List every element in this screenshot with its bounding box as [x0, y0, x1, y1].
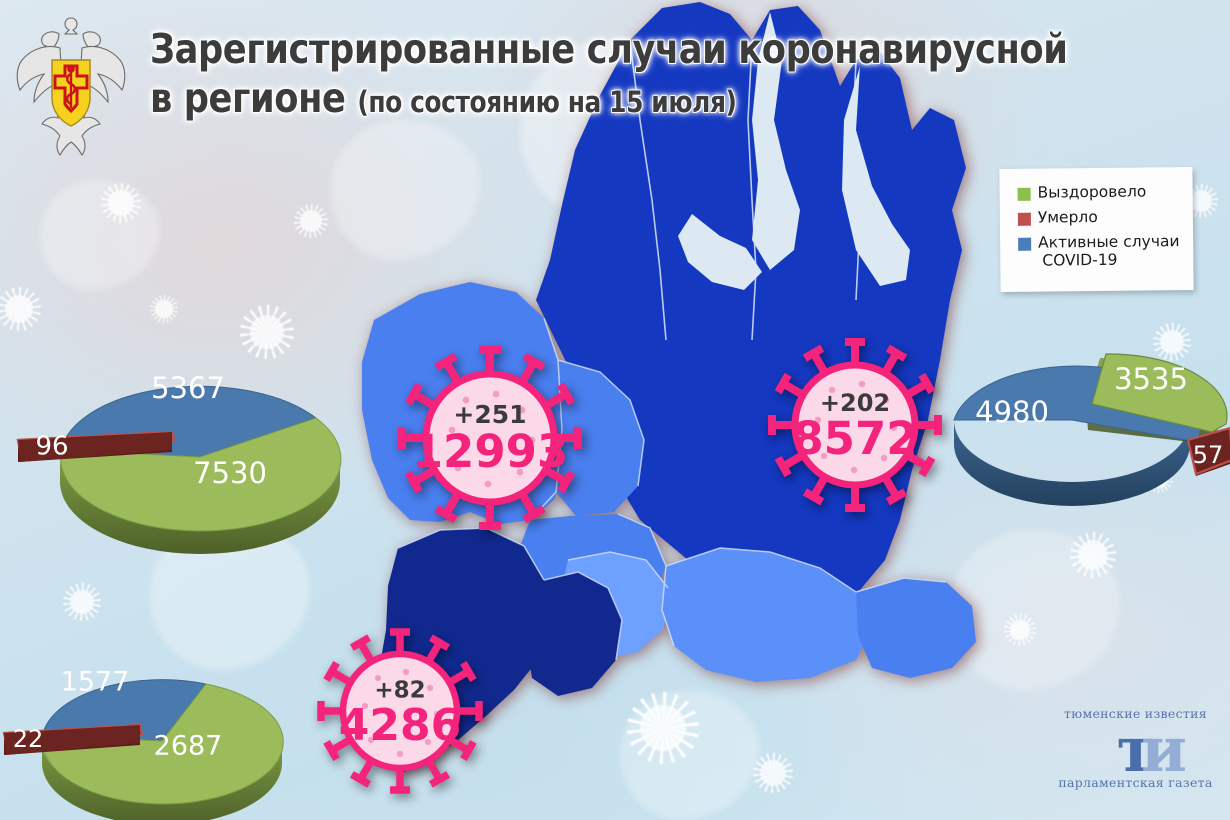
virus-dots	[814, 380, 898, 474]
pie-label-active: 1577	[61, 667, 130, 698]
pie-label-recovered: 7530	[193, 456, 267, 490]
watermark-monogram: т и	[1058, 721, 1213, 777]
pie-slice-side-active	[954, 420, 1190, 506]
emblem-serpent-icon	[66, 65, 76, 108]
map-region-west-light	[556, 360, 644, 516]
title-line-2: в регионе (по состоянию на 15 июля)	[150, 77, 1066, 120]
pie-right: 4980 3535 57	[940, 318, 1230, 518]
watermark-top-text: тюменские известия	[1064, 706, 1207, 721]
emblem-cross-icon	[53, 64, 89, 114]
pie-slice-side-recovered	[60, 457, 340, 554]
virus-dots	[361, 668, 441, 758]
page-title: Зарегистрированные случаи коронавирусной…	[150, 25, 1215, 121]
pie-label-active: 4980	[975, 395, 1049, 429]
svg-text:и: и	[1141, 721, 1187, 777]
pie-top-left: 5367 7530 96	[0, 340, 400, 554]
pie-slice-recovered	[42, 683, 284, 805]
background-virus-particle	[149, 294, 179, 324]
map-inlet	[752, 12, 800, 270]
virus-dots	[448, 390, 536, 488]
pie-label-died: 22	[13, 725, 44, 753]
pie-slice-died	[1186, 426, 1230, 476]
legend-box: Выздоровело Умерло Активные случаи COVID…	[999, 166, 1194, 293]
legend-swatch-active	[1018, 237, 1032, 251]
title-line-2-main: в регионе	[150, 74, 346, 123]
virus-badge-right: +202 8572	[762, 330, 948, 520]
pie-slice-died-body	[18, 432, 172, 462]
map-inlet	[842, 66, 910, 286]
svg-text:т: т	[1116, 721, 1154, 777]
legend-item-active: Активные случаи COVID-19	[1018, 232, 1193, 271]
pie-slice-died-group	[16, 430, 176, 462]
pie-label-recovered: 2687	[154, 731, 223, 762]
pie-slice-side-recovered	[42, 741, 282, 820]
virus-badge-delta: +251	[453, 400, 526, 429]
background-virus-particle	[1183, 183, 1219, 219]
legend-label-died: Умерло	[1037, 207, 1098, 227]
pie-slice-recovered	[60, 417, 342, 532]
virus-badge-total: 12993	[412, 425, 569, 478]
rospotrebnadzor-emblem	[12, 12, 130, 157]
legend-item-died: Умерло	[1017, 207, 1193, 228]
legend-label-recovered: Выздоровело	[1037, 182, 1147, 202]
virus-badge-bottom: +82 4286	[312, 618, 488, 804]
background-virus-blob	[330, 120, 480, 260]
map-inlet	[678, 214, 762, 290]
watermark-bottom-text: парламентская газета	[1058, 775, 1213, 790]
legend-swatch-recovered	[1017, 187, 1031, 201]
title-subtitle: (по состоянию на 15 июля)	[357, 85, 737, 120]
pie-label-recovered: 3535	[1114, 362, 1188, 396]
virus-badge-center: +251 12993	[392, 338, 588, 538]
virus-badge-total: 8572	[792, 412, 917, 465]
pie-slice-active	[41, 679, 207, 742]
map-region-south-dark	[526, 572, 622, 696]
pie-bottom-left: 1577 2687 22	[0, 645, 340, 820]
pie-label-died: 96	[35, 432, 68, 462]
background-virus-particle	[0, 287, 41, 331]
legend-label-active: Активные случаи COVID-19	[1038, 232, 1180, 270]
background-virus-particle	[63, 583, 101, 621]
pie-label-active: 5367	[151, 371, 225, 405]
pie-slice-died-body	[4, 725, 140, 755]
legend-item-recovered: Выздоровело	[1017, 182, 1193, 203]
virus-badge-total: 4286	[339, 700, 461, 751]
title-line-1: Зарегистрированные случаи коронавирусной	[150, 25, 1068, 73]
virus-badge-delta: +82	[374, 678, 425, 704]
pie-label-died: 57	[1193, 441, 1224, 469]
background-virus-blob	[40, 180, 160, 290]
virus-badge-delta: +202	[820, 389, 890, 417]
legend-swatch-died	[1017, 212, 1031, 226]
legend-label-active-covid: COVID-19	[1042, 250, 1118, 270]
pie-slice-recovered	[1091, 353, 1228, 433]
map-region-east-light	[856, 578, 976, 678]
map-region-southeast-light	[662, 548, 872, 682]
pie-slice-died-group	[2, 723, 144, 755]
pie-slice-died-group	[1186, 426, 1230, 476]
watermark-logo: тюменские известия т и парламентская газ…	[1058, 706, 1213, 800]
